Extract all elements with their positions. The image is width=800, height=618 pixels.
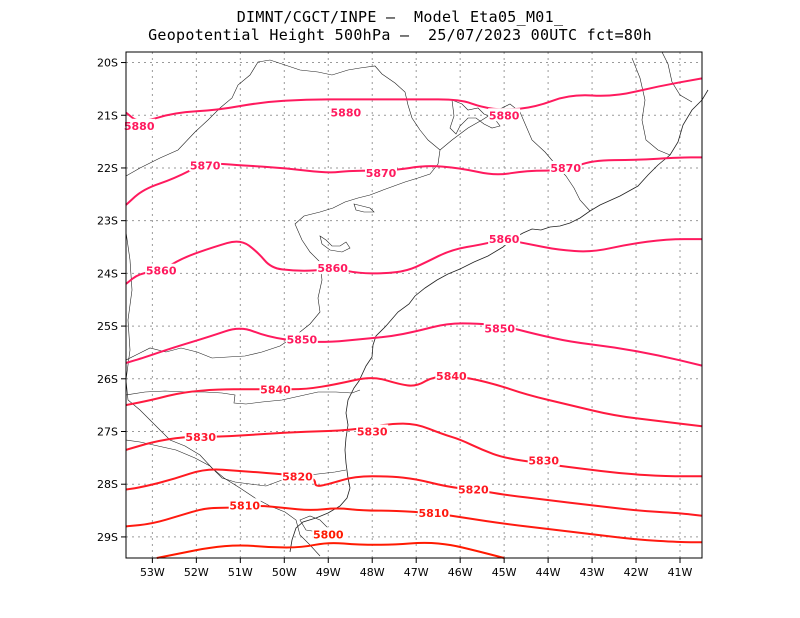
contour-label-bg — [457, 482, 490, 496]
x-tick-label: 49W — [316, 566, 341, 579]
x-tick-label: 51W — [228, 566, 253, 579]
contour-label-5860: 5860 — [146, 265, 177, 278]
contour-line-5800 — [156, 541, 505, 559]
axis-ticks: 53W 52W 51W 50W 49W 48W 47W 46W 45W 44W 43W 42W 41W 2… — [97, 57, 693, 579]
state-boundary-sp-mg — [439, 103, 591, 212]
contour-label-5880: 5880 — [124, 120, 155, 133]
x-tick-label: 43W — [580, 566, 605, 579]
contour-label-bg — [417, 506, 450, 520]
contour-label-5810: 5810 — [418, 507, 449, 520]
reservoir-small — [319, 235, 351, 253]
state-boundary — [125, 59, 441, 361]
contour-label-bg — [356, 424, 389, 438]
chart-title-line1: DIMNT/CGCT/INPE – Model Eta05_M01_ — [236, 8, 564, 26]
x-tick-label: 48W — [360, 566, 385, 579]
contour-line-5810 — [125, 504, 702, 544]
contour-label-5870: 5870 — [366, 167, 397, 180]
contour-label-bg — [184, 429, 217, 443]
country-border-west — [125, 231, 321, 557]
contour-label-5880: 5880 — [331, 107, 362, 120]
contour-label-5830: 5830 — [357, 426, 388, 439]
x-tick-label: 52W — [184, 566, 209, 579]
contour-line-5820 — [125, 468, 703, 517]
x-tick-label: 53W — [140, 566, 165, 579]
contour-label-5860: 5860 — [489, 233, 520, 246]
contour-label-5840: 5840 — [436, 370, 467, 383]
contour-line-5880 — [125, 77, 703, 122]
contour-label-5800: 5800 — [313, 528, 344, 541]
y-tick-label: 24S — [97, 267, 118, 280]
contour-label-5870: 5870 — [190, 159, 221, 172]
coastline-south — [289, 437, 351, 553]
state-boundary-es — [631, 57, 671, 156]
reservoir — [449, 99, 501, 135]
contour-label-5850: 5850 — [484, 323, 515, 336]
x-tick-label: 46W — [448, 566, 473, 579]
contour-label-bg — [228, 498, 261, 512]
contour-label-bg — [527, 453, 560, 467]
contour-line-5850 — [125, 322, 703, 367]
contour-label-bg — [145, 263, 178, 277]
map-frame — [125, 51, 703, 559]
contour-line-5860 — [125, 238, 702, 285]
grid-lines — [126, 52, 702, 558]
x-tick-label: 41W — [668, 566, 693, 579]
coastline-borders — [125, 51, 709, 557]
y-tick-label: 22S — [97, 162, 118, 175]
contour-label-5810: 5810 — [229, 499, 260, 512]
contour-label-bg — [483, 321, 516, 335]
contour-label-bg — [189, 158, 222, 172]
height-contours — [125, 77, 703, 559]
contour-label-bg — [488, 232, 521, 246]
contour-label-bg — [329, 105, 362, 119]
contour-label-bg — [435, 369, 468, 383]
contour-label-bg — [488, 108, 521, 122]
contour-line-5840 — [125, 375, 703, 428]
contour-label-bg — [281, 469, 314, 483]
contour-label-bg — [316, 261, 349, 275]
y-tick-label: 29S — [97, 531, 118, 544]
contour-label-bg — [365, 166, 398, 180]
y-tick-label: 27S — [97, 426, 118, 439]
contour-label-bg — [285, 332, 318, 346]
contour-label-5830: 5830 — [528, 454, 559, 467]
contour-label-bg — [123, 118, 156, 132]
contour-labels: 5880 5880 5880 5870 5870 5870 5860 5860 5860 5850… — [123, 105, 582, 541]
contour-label-5860: 5860 — [317, 262, 348, 275]
contour-label-5820: 5820 — [282, 470, 313, 483]
contour-label-5830: 5830 — [185, 431, 216, 444]
x-tick-label: 50W — [272, 566, 297, 579]
contour-label-5850: 5850 — [287, 333, 318, 346]
contour-label-bg — [549, 160, 582, 174]
contour-label-bg — [259, 382, 292, 396]
y-tick-label: 28S — [97, 478, 118, 491]
x-tick-label: 42W — [624, 566, 649, 579]
y-tick-label: 21S — [97, 109, 118, 122]
y-tick-label: 20S — [97, 57, 118, 70]
contour-label-5870: 5870 — [550, 162, 581, 175]
reservoir-small-2 — [353, 203, 375, 213]
y-tick-label: 23S — [97, 215, 118, 228]
state-boundary-pr-sc — [125, 389, 361, 405]
contour-label-5840: 5840 — [260, 383, 291, 396]
x-tick-label: 45W — [492, 566, 517, 579]
chart-title-line2: Geopotential Height 500hPa – 25/07/2023 … — [148, 26, 652, 44]
contour-label-5880: 5880 — [489, 109, 520, 122]
state-boundary-north — [661, 51, 693, 103]
x-tick-label: 44W — [536, 566, 561, 579]
contour-label-5820: 5820 — [458, 483, 489, 496]
y-tick-label: 25S — [97, 320, 118, 333]
x-tick-label: 47W — [404, 566, 429, 579]
y-tick-label: 26S — [97, 373, 118, 386]
coastline — [345, 89, 709, 439]
contour-label-bg — [312, 527, 345, 541]
